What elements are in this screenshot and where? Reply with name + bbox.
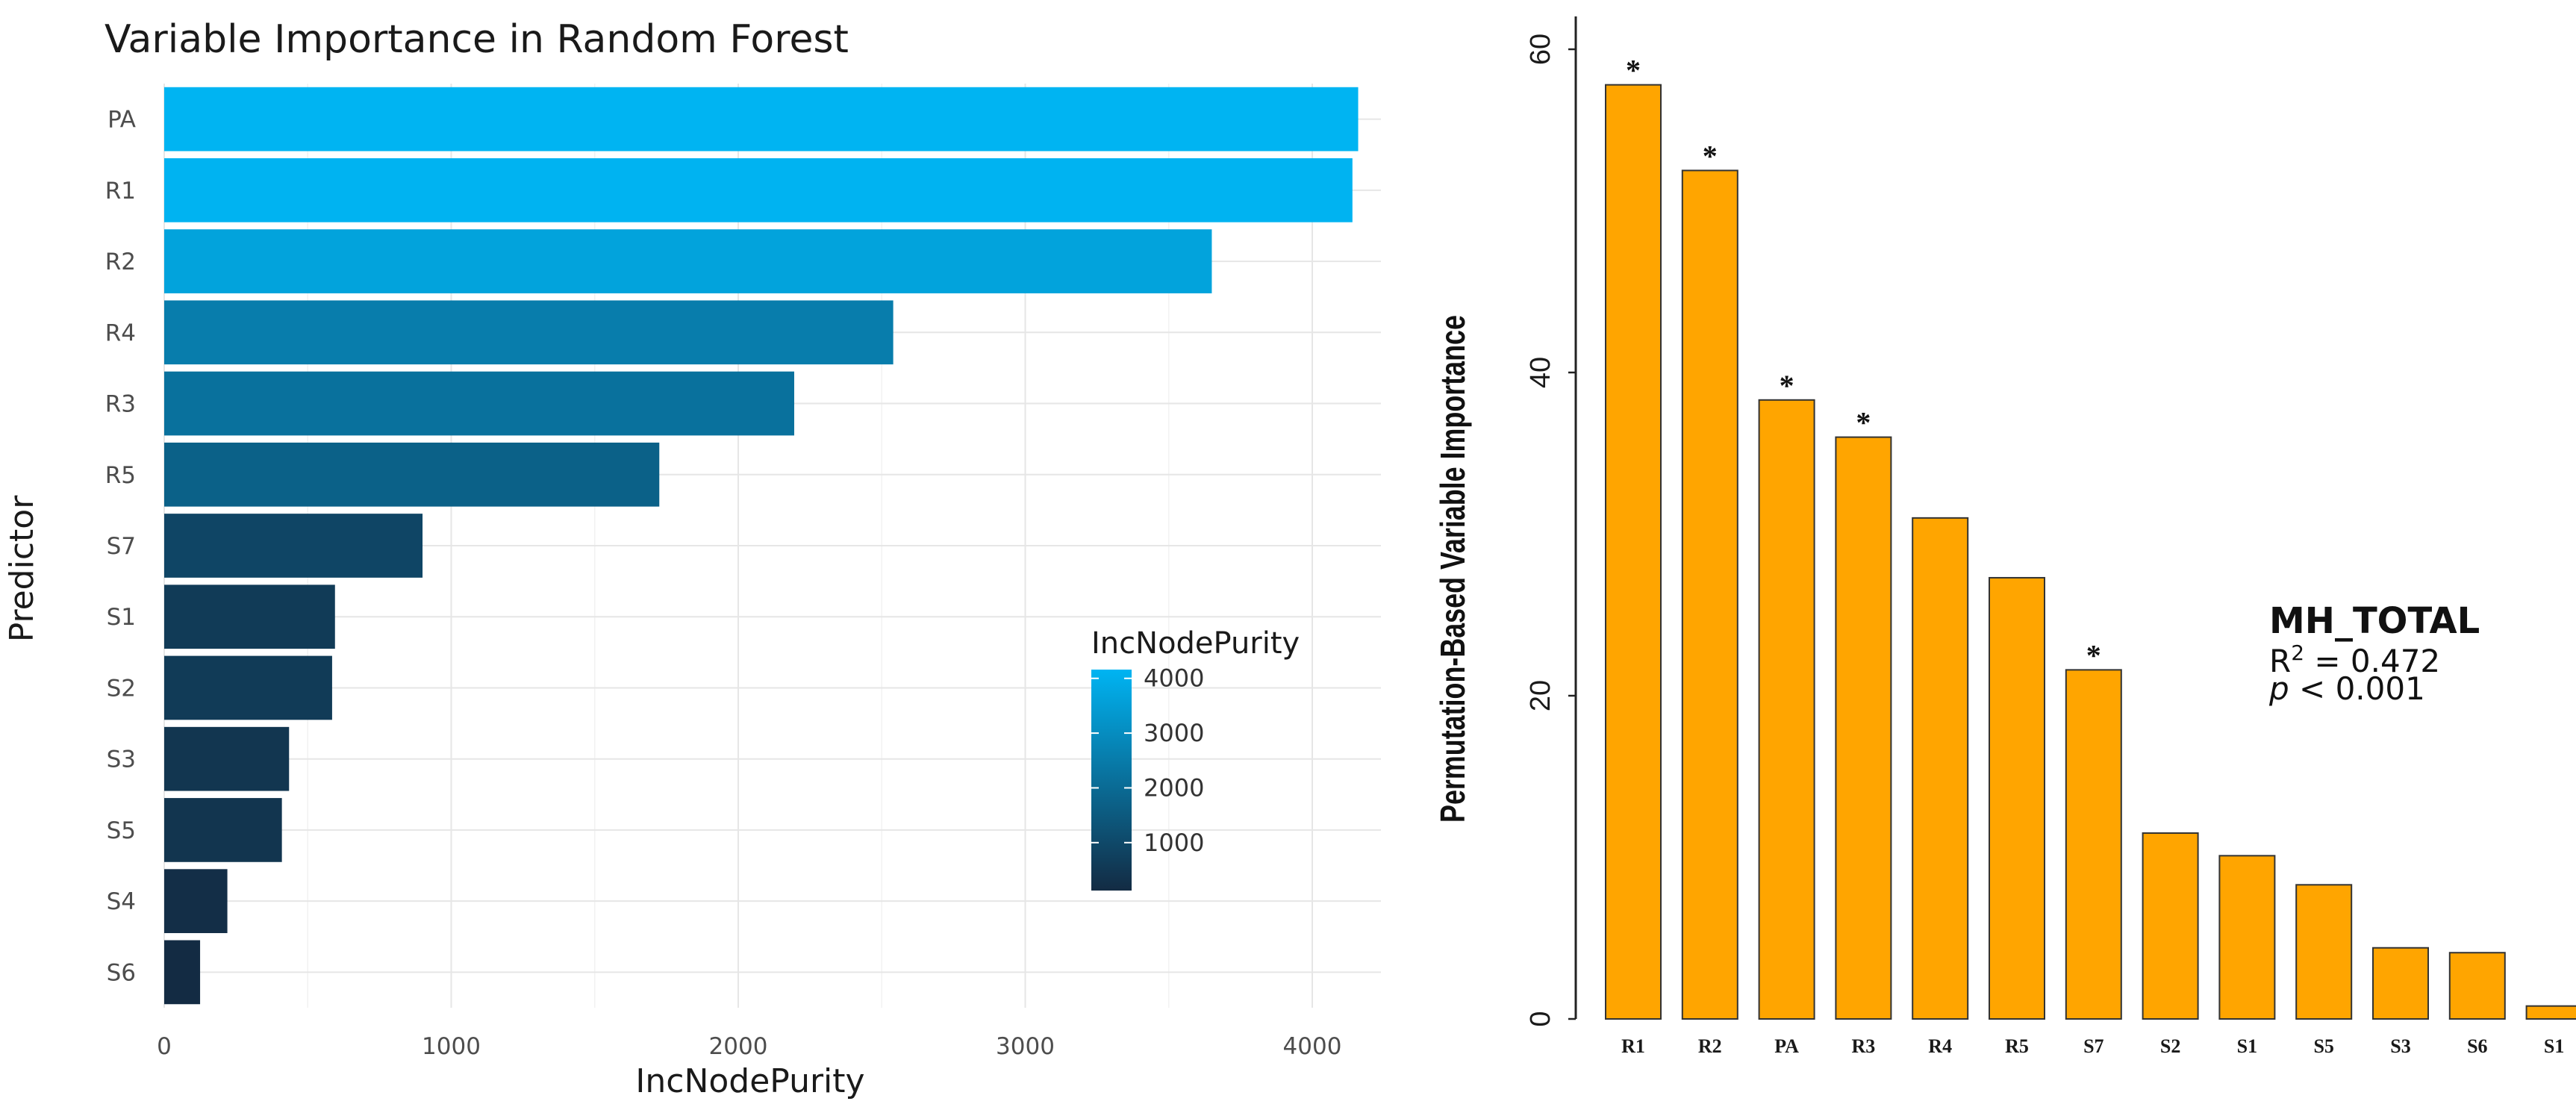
left-y-tick-label: S6	[107, 959, 136, 986]
right-x-tick-label: R4	[1928, 1035, 1952, 1057]
right-y-tick-marks	[1568, 48, 1576, 1020]
significance-markers: * * * * *	[1626, 54, 2101, 673]
colorbar-tick-label: 4000	[1144, 664, 1204, 693]
left-y-tick-label: S5	[107, 817, 136, 844]
right-y-tick-label: 60	[1525, 34, 1556, 65]
permutation-importance-chart: 0 20 40 60 * * * * * R1 R2 PA R3 R4 R5 S7 S2 S1 S5 S3 S6 S1…	[1434, 16, 2576, 1057]
left-x-axis-title: IncNodePurity	[635, 1062, 864, 1100]
right-x-tick-label: S1	[2237, 1035, 2257, 1057]
r2-label: R	[2269, 643, 2291, 679]
significance-star: *	[2086, 638, 2101, 672]
left-chart-title: Variable Importance in Random Forest	[105, 17, 849, 62]
left-bar-S3	[164, 726, 290, 791]
p-label: p	[2268, 670, 2289, 707]
left-bar-R5	[164, 442, 660, 507]
legend-title: IncNodePurity	[1091, 626, 1300, 661]
right-x-tick-label: R3	[1852, 1035, 1876, 1057]
right-y-axis-title: Permutation-Based Variable Importance	[1434, 315, 1472, 823]
annotation-p: p < 0.001	[2268, 670, 2425, 707]
right-y-tick-label: 20	[1525, 680, 1556, 711]
model-annotation: MH_TOTAL R2 = 0.472 p < 0.001	[2268, 600, 2480, 707]
left-y-tick-label: R3	[105, 391, 136, 418]
right-bar-S2	[2142, 832, 2199, 1020]
right-y-tick-labels: 0 20 40 60	[1525, 34, 1556, 1027]
right-bar-S1	[2525, 1005, 2576, 1020]
random-forest-chart: Variable Importance in Random Forest PA R…	[3, 17, 1381, 1100]
left-y-tick-label: S2	[107, 675, 136, 702]
right-x-tick-label: R1	[1621, 1035, 1645, 1057]
right-x-tick-label: S3	[2390, 1035, 2410, 1057]
left-bar-S4	[164, 869, 228, 934]
left-bar-R4	[164, 300, 894, 365]
left-bar-R2	[164, 229, 1212, 293]
left-bar-R3	[164, 371, 794, 436]
right-bar-S1	[2218, 855, 2276, 1020]
left-y-tick-label: S4	[107, 888, 136, 915]
left-bar-S6	[164, 940, 201, 1005]
left-x-tick-label: 0	[157, 1033, 172, 1060]
left-x-tick-label: 2000	[709, 1033, 768, 1060]
left-x-tick-label: 3000	[996, 1033, 1055, 1060]
right-bar-S6	[2448, 952, 2506, 1020]
right-bar-R2	[1681, 169, 1738, 1020]
annotation-title: MH_TOTAL	[2269, 600, 2480, 642]
left-x-tick-labels: 0 1000 2000 3000 4000	[157, 1033, 1341, 1060]
colorbar-legend: IncNodePurity 4000 3000 2000 1000	[1091, 626, 1300, 891]
left-y-tick-label: PA	[107, 107, 136, 134]
colorbar	[1091, 670, 1132, 891]
right-bar-R5	[1989, 576, 2045, 1020]
left-bars	[164, 87, 1359, 1005]
right-x-tick-label: S1	[2544, 1035, 2564, 1057]
r2-value: = 0.472	[2304, 643, 2440, 679]
right-x-tick-label: S5	[2313, 1035, 2333, 1057]
r2-superscript: 2	[2291, 640, 2304, 665]
right-x-tick-label: S6	[2467, 1035, 2487, 1057]
right-x-tick-label: R2	[1698, 1035, 1722, 1057]
left-bar-S7	[164, 514, 423, 578]
right-bar-R4	[1912, 517, 1969, 1020]
right-bar-R3	[1835, 436, 1892, 1020]
left-bar-S1	[164, 584, 335, 649]
right-x-tick-labels: R1 R2 PA R3 R4 R5 S7 S2 S1 S5 S3 S6 S1	[1621, 1035, 2564, 1057]
significance-star: *	[1856, 406, 1871, 440]
right-x-tick-label: R5	[2005, 1035, 2029, 1057]
right-bars	[1605, 84, 2576, 1020]
colorbar-tick-label: 1000	[1144, 829, 1204, 857]
left-y-tick-label: R2	[105, 249, 136, 275]
left-y-tick-label: R5	[105, 462, 136, 489]
significance-star: *	[1626, 54, 1641, 87]
left-y-tick-label: R4	[105, 319, 136, 346]
significance-star: *	[1703, 139, 1718, 172]
right-x-tick-label: S7	[2083, 1035, 2103, 1057]
left-bar-S2	[164, 655, 332, 720]
left-y-axis-title: Predictor	[3, 495, 41, 642]
right-x-tick-label: PA	[1774, 1035, 1799, 1057]
right-bar-S7	[2065, 669, 2122, 1020]
right-x-tick-label: S2	[2160, 1035, 2180, 1057]
left-bar-PA	[164, 87, 1359, 152]
right-bar-S3	[2372, 947, 2429, 1020]
right-bar-R1	[1605, 84, 1662, 1020]
left-bar-R1	[164, 158, 1353, 222]
left-y-tick-labels: PA R1 R2 R4 R3 R5 S7 S1 S2 S3 S5 S4 S6	[105, 107, 136, 987]
left-y-tick-label: R1	[105, 178, 136, 205]
significance-star: *	[1780, 369, 1794, 402]
left-y-tick-label: S1	[107, 604, 136, 631]
right-y-tick-label: 40	[1525, 357, 1556, 388]
colorbar-tick-label: 2000	[1144, 773, 1204, 802]
left-y-tick-label: S7	[107, 533, 136, 560]
right-bar-PA	[1758, 399, 1815, 1020]
left-bar-S5	[164, 798, 282, 862]
left-x-tick-label: 1000	[422, 1033, 481, 1060]
right-y-tick-label: 0	[1525, 1011, 1556, 1026]
annotation-r2: R2 = 0.472	[2269, 640, 2440, 679]
colorbar-ticks: 4000 3000 2000 1000	[1091, 664, 1204, 857]
right-bar-S5	[2295, 884, 2353, 1020]
left-x-tick-label: 4000	[1283, 1033, 1342, 1060]
p-value: < 0.001	[2289, 670, 2425, 707]
colorbar-tick-label: 3000	[1144, 719, 1204, 747]
left-y-tick-label: S3	[107, 746, 136, 773]
